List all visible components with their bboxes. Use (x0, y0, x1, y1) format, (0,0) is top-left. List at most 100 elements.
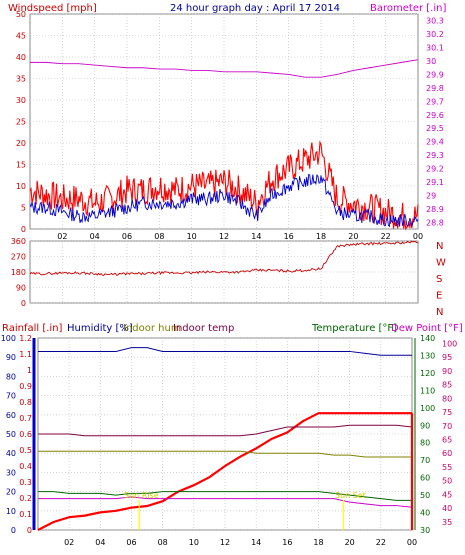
barometer-tick-label: 29 (426, 191, 436, 200)
direction-series (29, 240, 419, 276)
temperature-tick-label: 100 (420, 404, 435, 413)
barometer-tick-label: 30.2 (426, 30, 444, 39)
compass-letter: W (436, 258, 446, 269)
temperature-line (38, 491, 412, 501)
dew-point-tick-label: 55 (442, 463, 452, 472)
x-tick-label: 16 (282, 538, 292, 547)
dew-point-tick-label: 60 (442, 449, 452, 458)
humidity-tick-label: 80 (6, 372, 16, 381)
temperature-tick-label: 50 (420, 491, 430, 500)
humidity-tick-label: 30 (6, 468, 16, 477)
x-tick-label: 06 (126, 538, 136, 547)
x-tick-label: 10 (189, 538, 199, 547)
x-tick-label: 00 (413, 232, 423, 241)
avgwind-line (29, 173, 419, 228)
chart-title: 24 hour graph day : April 17 2014 (170, 3, 340, 14)
temperature-tick-label: 120 (420, 369, 435, 378)
x-tick-label: 22 (381, 232, 391, 241)
humidity-tick-label: 100 (1, 334, 16, 343)
dew-point-tick-label: 85 (442, 381, 452, 390)
windspeed-line (29, 140, 419, 231)
dew-point-tick-label: 95 (442, 353, 452, 362)
indoor-temp-line (38, 424, 413, 437)
dew-point-tick-label: 35 (442, 518, 452, 527)
rainfall-line (37, 412, 412, 531)
rainfall-tick-label: 0.7 (19, 414, 32, 423)
rainfall-tick-label: 1 (27, 366, 32, 375)
humidity-line (38, 347, 412, 356)
compass-letter: N (436, 307, 443, 318)
direction-panel-grid (30, 240, 418, 304)
rainfall-tick-label: 0.9 (19, 382, 32, 391)
temperature-tick-label: 30 (420, 526, 430, 535)
barometer-axis-label: Barometer [.in] (370, 3, 446, 14)
barometer-tick-label: 29.5 (426, 124, 444, 133)
barometer-ticks: 30.3 30.2 30.1 30 29.9 29.8 29.7 29.6 29.5 29.4 29… (426, 17, 444, 228)
rainfall-tick-label: 0.5 (19, 446, 32, 455)
temperature-tick-label: 80 (420, 439, 430, 448)
x-tick-label: 16 (284, 232, 294, 241)
direction-tick-label: 90 (16, 284, 26, 293)
barometer-tick-label: 29.3 (426, 151, 444, 160)
windspeed-tick-label: 45 (16, 32, 26, 41)
humidity-tick-label: 0 (11, 526, 16, 535)
x-tick-label: 00 (407, 538, 417, 547)
dew-point-tick-label: 40 (442, 504, 452, 513)
x-tick-label: 10 (187, 232, 197, 241)
barometer-tick-label: 28.9 (426, 205, 444, 214)
temperature-tick-label: 70 (420, 456, 430, 465)
x-tick-label: 02 (57, 232, 67, 241)
x-tick-label: 18 (313, 538, 323, 547)
barometer-tick-label: 29.7 (426, 97, 444, 106)
rainfall-tick-label: 0.1 (19, 510, 32, 519)
direction-tick-label: 270 (11, 253, 26, 262)
rainfall-tick-label: 1.1 (19, 350, 32, 359)
bottom-panel-grid (38, 337, 412, 531)
temperature-tick-label: 40 (420, 509, 430, 518)
top-panel-grid (30, 13, 418, 230)
temperature-ticks: 140 130 120 110 100 90 80 70 60 50 40 30 (420, 334, 435, 535)
barometer-line (30, 59, 419, 78)
direction-tick-label: 360 (11, 237, 26, 246)
windspeed-tick-label: 25 (16, 118, 26, 127)
temperature-axis-label: Temperature [°F] (311, 323, 397, 334)
humidity-tick-label: 10 (6, 507, 16, 516)
barometer-tick-label: 30.1 (426, 44, 444, 53)
humidity-tick-label: 40 (6, 449, 16, 458)
windspeed-tick-label: 15 (16, 161, 26, 170)
wind-direction-line (29, 240, 419, 276)
humidity-tick-label: 50 (6, 430, 16, 439)
windspeed-tick-label: 10 (16, 182, 26, 191)
dew-point-tick-label: 50 (442, 477, 452, 486)
x-tick-label: 14 (251, 538, 261, 547)
x-tick-label: 14 (251, 232, 261, 241)
dew-point-tick-label: 75 (442, 408, 452, 417)
x-tick-label: 04 (90, 232, 100, 241)
rainfall-tick-label: 0.3 (19, 478, 32, 487)
barometer-tick-label: 28.8 (426, 218, 444, 227)
temperature-tick-label: 130 (420, 351, 435, 360)
rainfall-tick-label: 0.4 (19, 462, 32, 471)
sunset-label: Sun Set (335, 491, 366, 500)
x-tick-label: 20 (348, 232, 358, 241)
humidity-tick-label: 70 (6, 392, 16, 401)
windspeed-tick-label: 50 (16, 10, 26, 19)
top-panel-series (29, 59, 419, 231)
x-tick-label: 20 (345, 538, 355, 547)
direction-tick-label: 0 (21, 299, 26, 308)
temperature-tick-label: 140 (420, 334, 435, 343)
rainfall-tick-label: 0 (27, 526, 32, 535)
top-panel-frame (29, 13, 419, 230)
barometer-tick-label: 30.3 (426, 17, 444, 26)
indoor-hum-line (38, 450, 412, 458)
rainfall-tick-label: 0.8 (19, 398, 32, 407)
barometer-tick-label: 29.1 (426, 178, 444, 187)
bottom-x-ticks: 02 04 06 08 10 12 14 16 18 20 22 00 (64, 538, 417, 547)
compass-letter: N (436, 241, 443, 252)
compass-letter: S (436, 274, 442, 285)
dew-point-tick-label: 90 (442, 367, 452, 376)
windspeed-tick-label: 20 (16, 139, 26, 148)
